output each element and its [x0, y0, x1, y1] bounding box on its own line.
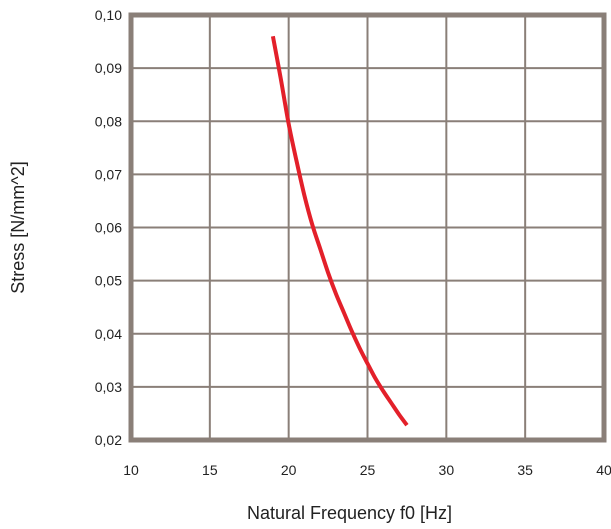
grid-lines: [130, 14, 605, 441]
x-tick-label: 10: [123, 462, 139, 478]
y-tick-label: 0,10: [95, 7, 122, 23]
series-layer: [270, 35, 409, 427]
y-tick-labels: 0,02 0,03 0,04 0,05 0,06 0,07 0,08 0,09 0,10: [95, 7, 122, 448]
x-tick-label: 35: [517, 462, 533, 478]
y-tick-label: 0,06: [95, 220, 122, 236]
y-axis-title: Stress [N/mm^2]: [8, 161, 28, 293]
y-tick-label: 0,09: [95, 60, 122, 76]
y-tick-label: 0,07: [95, 166, 122, 182]
series-line-0: [270, 35, 409, 427]
x-tick-label: 25: [360, 462, 376, 478]
y-tick-label: 0,03: [95, 379, 122, 395]
x-tick-label: 40: [596, 462, 611, 478]
y-tick-label: 0,04: [95, 326, 122, 342]
y-tick-label: 0,05: [95, 273, 122, 289]
plot-frame: [128, 12, 607, 443]
x-tick-labels: 10 15 20 25 30 35 40: [123, 462, 611, 478]
x-tick-label: 20: [281, 462, 297, 478]
y-tick-label: 0,02: [95, 432, 122, 448]
x-tick-label: 30: [439, 462, 455, 478]
x-tick-label: 15: [202, 462, 218, 478]
x-axis-title: Natural Frequency f0 [Hz]: [247, 503, 452, 523]
y-tick-label: 0,08: [95, 113, 122, 129]
